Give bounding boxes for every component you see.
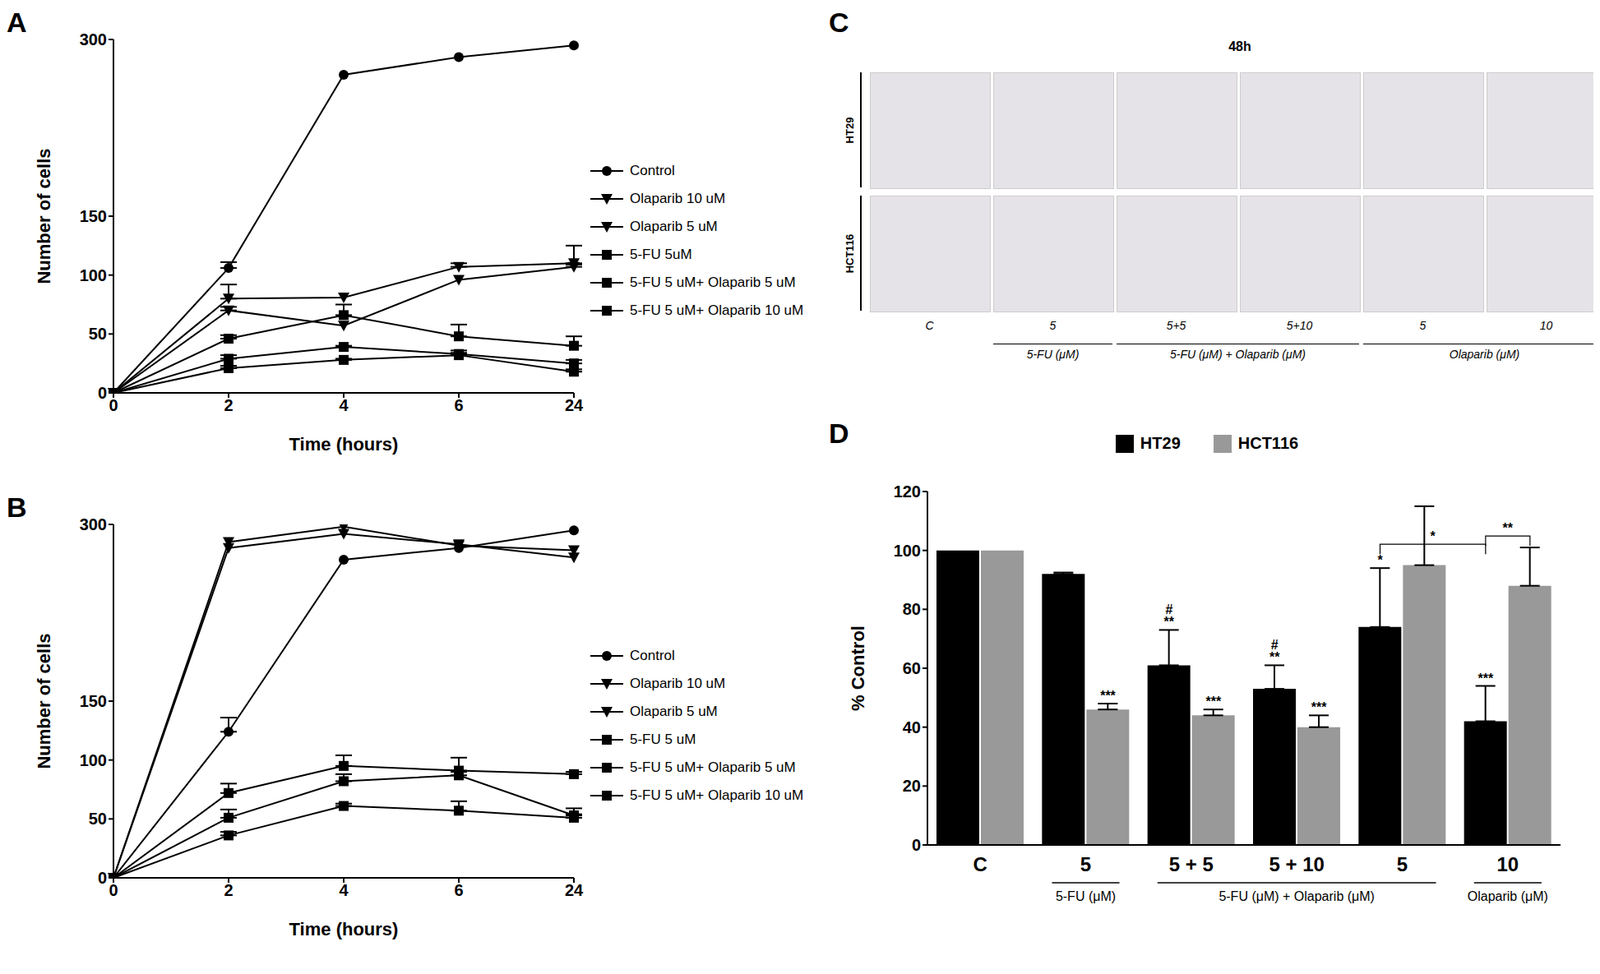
svg-text:0: 0	[108, 396, 118, 415]
svg-text:0: 0	[97, 383, 107, 403]
html-text:HCT116: HCT116	[1238, 434, 1299, 453]
svg-text:5: 5	[1080, 853, 1092, 876]
html-text:5-FU (μM): 5-FU (μM)	[1026, 347, 1079, 361]
svg-text:***: ***	[1205, 694, 1221, 709]
html-text:Olaparib 10 uM: Olaparib 10 uM	[629, 190, 726, 207]
svg-text:***: ***	[1100, 689, 1116, 703]
svg-text:150: 150	[79, 207, 107, 226]
html-text:Control: Control	[629, 162, 675, 179]
svg-text:5-FU (μM) + Olaparib (μM): 5-FU (μM) + Olaparib (μM)	[1218, 889, 1375, 904]
svg-text:Time (hours): Time (hours)	[289, 919, 399, 940]
svg-text:120: 120	[893, 482, 921, 501]
svg-text:6: 6	[453, 881, 463, 900]
svg-text:5 + 10: 5 + 10	[1268, 853, 1324, 876]
svg-text:Number of cells: Number of cells	[33, 147, 55, 284]
svg-text:20: 20	[902, 776, 921, 796]
svg-text:#: #	[1271, 638, 1279, 653]
svg-text:***: ***	[1311, 700, 1328, 715]
svg-text:300: 300	[79, 30, 107, 49]
svg-text:0: 0	[911, 836, 921, 855]
html-text:5-FU 5 uM+ Olaparib 10 uM: 5-FU 5 uM+ Olaparib 10 uM	[629, 302, 804, 319]
svg-text:0: 0	[97, 869, 107, 888]
html-text:5-FU 5 uM+ Olaparib 10 uM: 5-FU 5 uM+ Olaparib 10 uM	[629, 787, 804, 804]
html-text:HT29: HT29	[843, 116, 857, 143]
html-text:10: 10	[1539, 319, 1553, 333]
html-text:HCT116: HCT116	[843, 233, 857, 273]
svg-text:24: 24	[564, 396, 584, 415]
html-text:5-FU (μM) + Olaparib (μM): 5-FU (μM) + Olaparib (μM)	[1169, 347, 1306, 361]
svg-text:80: 80	[902, 600, 921, 619]
html-text:D: D	[828, 417, 850, 449]
svg-text:C: C	[972, 853, 987, 876]
svg-text:2: 2	[223, 881, 233, 900]
html-text:5-FU 5 uM+ Olaparib 5 uM: 5-FU 5 uM+ Olaparib 5 uM	[629, 274, 796, 291]
svg-text:% Control: % Control	[847, 625, 869, 712]
svg-text:**: **	[1502, 521, 1514, 536]
html-text:5-FU 5 uM: 5-FU 5 uM	[629, 731, 696, 748]
html-text:A: A	[6, 6, 27, 38]
svg-text:Number of cells: Number of cells	[33, 633, 55, 769]
html-text:B: B	[6, 491, 27, 523]
svg-text:Olaparib (μM): Olaparib (μM)	[1467, 889, 1549, 904]
html-text:Control: Control	[629, 647, 675, 664]
html-text:5: 5	[1419, 319, 1427, 333]
svg-text:#: #	[1165, 602, 1173, 617]
html-text:5: 5	[1049, 319, 1057, 333]
svg-text:100: 100	[893, 541, 921, 560]
svg-text:***: ***	[1477, 671, 1494, 686]
svg-text:Time (hours): Time (hours)	[289, 434, 399, 455]
html-text:Olaparib 5 uM: Olaparib 5 uM	[629, 218, 718, 235]
svg-text:2: 2	[223, 396, 233, 415]
html-text:5-FU 5 uM+ Olaparib 5 uM: 5-FU 5 uM+ Olaparib 5 uM	[629, 759, 796, 776]
html-text:C: C	[828, 6, 850, 38]
svg-text:**: **	[1164, 615, 1175, 629]
html-text:Olaparib 5 uM: Olaparib 5 uM	[629, 703, 718, 720]
svg-text:50: 50	[88, 809, 107, 828]
svg-text:*: *	[1430, 529, 1437, 544]
html-text:C: C	[925, 319, 934, 333]
svg-text:100: 100	[79, 751, 107, 770]
html-text:5+5: 5+5	[1166, 319, 1186, 333]
svg-text:10: 10	[1496, 853, 1519, 876]
svg-text:40: 40	[902, 718, 921, 737]
svg-text:**: **	[1269, 650, 1281, 665]
svg-text:300: 300	[79, 515, 107, 534]
svg-text:0: 0	[108, 881, 118, 900]
svg-text:5 + 5: 5 + 5	[1169, 853, 1214, 876]
svg-text:100: 100	[79, 266, 107, 285]
svg-text:150: 150	[79, 692, 107, 711]
html-text:Olaparib 10 uM: Olaparib 10 uM	[629, 675, 726, 692]
svg-text:24: 24	[564, 881, 584, 900]
svg-text:*: *	[1377, 553, 1383, 568]
svg-text:5-FU (μM): 5-FU (μM)	[1055, 889, 1116, 904]
html-text:5+10: 5+10	[1286, 319, 1313, 333]
svg-text:6: 6	[453, 396, 463, 415]
svg-text:4: 4	[338, 396, 349, 415]
svg-text:50: 50	[88, 324, 107, 343]
html-text:5-FU 5uM: 5-FU 5uM	[629, 246, 692, 263]
html-text:48h: 48h	[1228, 39, 1252, 54]
html-text:HT29: HT29	[1140, 434, 1181, 453]
html-text:Olaparib (μM): Olaparib (μM)	[1449, 347, 1520, 361]
svg-text:4: 4	[338, 881, 349, 900]
svg-text:60: 60	[902, 659, 921, 678]
svg-text:5: 5	[1396, 853, 1408, 876]
